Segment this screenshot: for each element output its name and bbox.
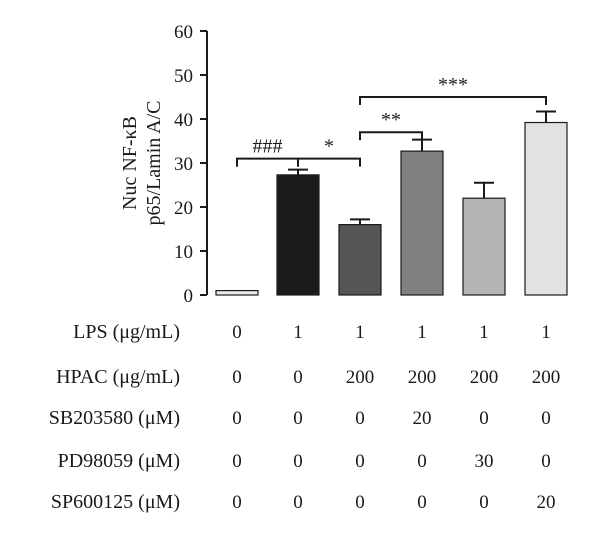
bar (215, 290, 259, 296)
condition-value: 30 (475, 451, 494, 472)
significance-label: ** (381, 109, 401, 131)
significance-bracket (297, 157, 361, 167)
y-tick-label: 20 (174, 198, 193, 219)
y-tick-label: 40 (174, 110, 193, 131)
condition-value: 0 (417, 492, 427, 513)
condition-value: 0 (293, 492, 303, 513)
condition-value: 1 (355, 322, 365, 343)
condition-value: 200 (532, 367, 561, 388)
bar (524, 121, 568, 296)
condition-value: 0 (355, 408, 365, 429)
condition-value: 0 (541, 451, 551, 472)
significance-label: * (324, 136, 334, 158)
condition-value: 0 (232, 322, 242, 343)
condition-label: LPS (μg/mL) (73, 321, 180, 343)
significance-bracket (236, 157, 299, 167)
condition-value: 200 (408, 367, 437, 388)
condition-value: 1 (417, 322, 427, 343)
condition-value: 1 (293, 322, 303, 343)
condition-value: 20 (413, 408, 432, 429)
bars (215, 110, 568, 296)
significance-bracket (359, 131, 423, 141)
condition-value: 200 (346, 367, 375, 388)
condition-value: 1 (479, 322, 489, 343)
condition-value: 0 (479, 408, 489, 429)
condition-label: HPAC (μg/mL) (56, 366, 180, 388)
y-tick-label: 60 (174, 22, 193, 43)
condition-value: 0 (479, 492, 489, 513)
y-axis-title-line: p65/Lamin A/C (143, 101, 165, 226)
bar (276, 174, 320, 296)
condition-value: 0 (232, 492, 242, 513)
y-tick-label: 50 (174, 66, 193, 87)
bar (338, 224, 382, 296)
significance-label: ### (253, 136, 283, 158)
condition-value: 0 (293, 408, 303, 429)
significance-brackets: ### ****** (236, 74, 547, 167)
condition-label: PD98059 (μM) (58, 450, 180, 472)
condition-value: 200 (470, 367, 499, 388)
condition-value: 0 (293, 451, 303, 472)
y-axis-title-line: Nuc NF-κB (119, 116, 141, 210)
y-axis-title: Nuc NF-κB p65/Lamin A/C (119, 101, 165, 226)
condition-value: 0 (355, 451, 365, 472)
y-axis-label: Nuc NF-κB p65/Lamin A/C (119, 101, 165, 226)
significance-bracket (359, 96, 547, 105)
y-tick-label: 0 (184, 286, 194, 307)
bar (400, 150, 444, 296)
condition-value: 0 (355, 492, 365, 513)
significance-label: *** (438, 74, 468, 96)
condition-value: 20 (537, 492, 556, 513)
condition-value: 0 (417, 451, 427, 472)
condition-value: 0 (232, 451, 242, 472)
condition-value: 1 (541, 322, 551, 343)
condition-label: SB203580 (μM) (49, 407, 180, 429)
condition-value: 0 (541, 408, 551, 429)
condition-value: 0 (232, 408, 242, 429)
condition-label: SP600125 (μM) (51, 491, 180, 513)
y-tick-label: 10 (174, 242, 193, 263)
condition-value: 0 (232, 367, 242, 388)
y-tick-label: 30 (174, 154, 193, 175)
bar (462, 197, 506, 296)
condition-value: 0 (293, 367, 303, 388)
y-axis: 0 10 20 30 40 50 60 (174, 22, 208, 307)
